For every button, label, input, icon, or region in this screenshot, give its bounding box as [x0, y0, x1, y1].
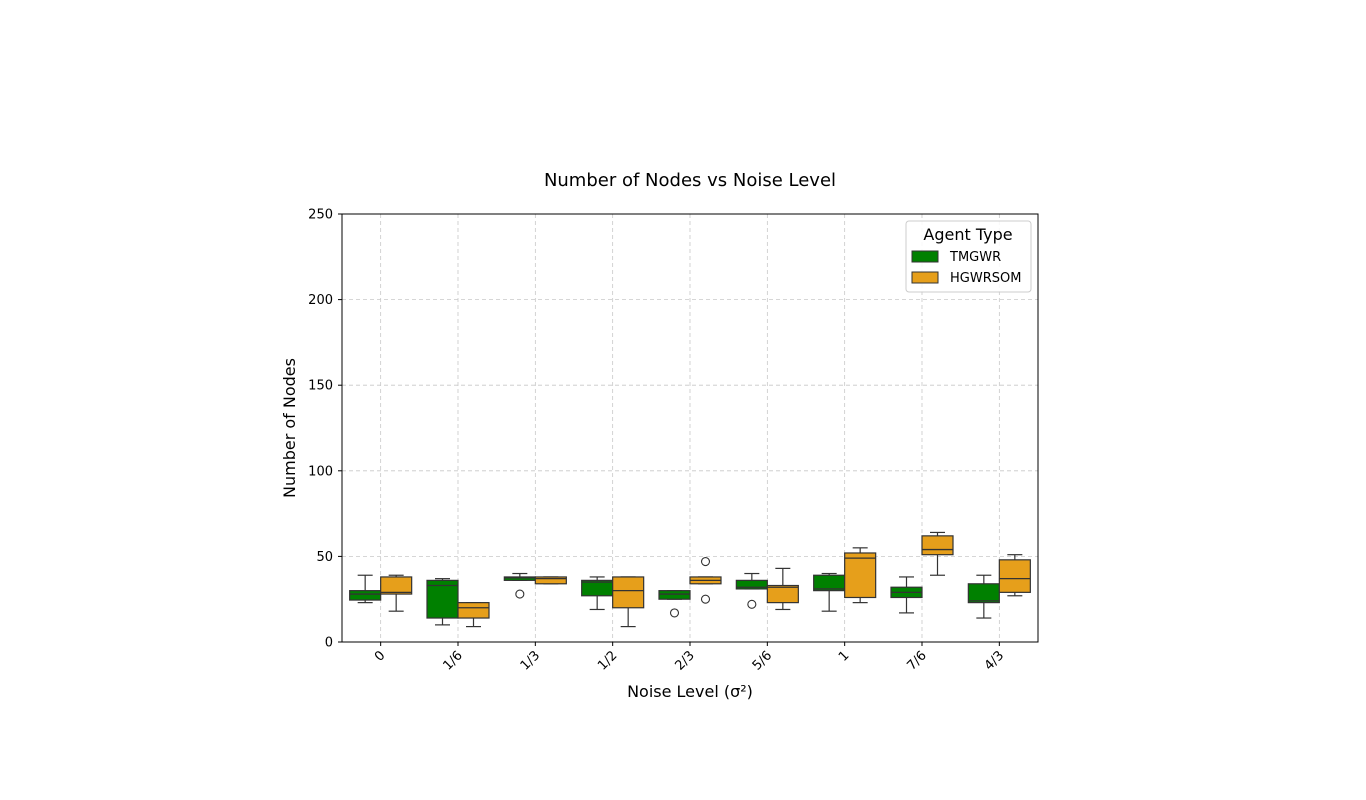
- legend-swatch-hgwrsom: [911, 271, 939, 284]
- box-tmgwr-1: [426, 578, 459, 626]
- box-tmgwr-8: [967, 574, 1000, 619]
- y-tick-label: 100: [308, 464, 333, 479]
- box-iqr: [380, 576, 413, 595]
- box-hgwrsom-3: [612, 576, 645, 628]
- legend-label-tmgwr: TMGWR: [949, 250, 1001, 265]
- x-tick-label: 1/2: [595, 648, 620, 673]
- y-tick-label: 50: [316, 550, 333, 565]
- y-tick-label: 200: [308, 293, 333, 308]
- x-axis-ticks: 0 1/6 1/3 1/2 2/3 5/6 1 7/6 4/3: [372, 642, 1007, 674]
- legend-label-hgwrsom: HGWRSOM: [950, 271, 1021, 286]
- box-hgwrsom-1: [457, 602, 490, 628]
- box-hgwrsom-4: [689, 556, 722, 604]
- box-iqr: [457, 602, 490, 619]
- box-tmgwr-6: [813, 572, 846, 612]
- box-tmgwr-2: [503, 572, 536, 599]
- box-iqr: [998, 559, 1031, 593]
- box-hgwrsom-2: [534, 576, 567, 585]
- x-tick-label: 7/6: [904, 648, 929, 673]
- x-tick-label: 5/6: [750, 648, 775, 673]
- outlier-point: [700, 556, 711, 567]
- outlier-point: [747, 599, 757, 609]
- x-tick-label: 1/6: [440, 648, 465, 673]
- box-iqr: [658, 590, 691, 600]
- box-tmgwr-3: [581, 576, 614, 611]
- legend-swatch-tmgwr: [911, 250, 939, 263]
- x-tick-label: 1: [836, 648, 852, 664]
- x-tick-label: 1/3: [518, 648, 543, 673]
- x-tick-label: 0: [372, 648, 388, 664]
- outlier-point: [700, 594, 711, 604]
- box-tmgwr-7: [890, 576, 923, 614]
- legend: Agent Type TMGWR HGWRSOM: [905, 220, 1032, 293]
- box-plots: [349, 531, 1031, 628]
- box-iqr: [612, 576, 645, 609]
- box-iqr: [844, 552, 877, 599]
- y-tick-label: 250: [308, 208, 333, 223]
- y-tick-label: 0: [325, 636, 333, 651]
- box-iqr: [735, 579, 768, 590]
- x-axis-label: Noise Level (σ²): [627, 682, 753, 701]
- outlier-point: [669, 608, 680, 618]
- legend-title: Agent Type: [923, 225, 1012, 244]
- y-axis-ticks: 0 50 100 150 200 250: [308, 208, 342, 651]
- box-iqr: [967, 583, 1000, 604]
- box-tmgwr-4: [658, 590, 691, 618]
- box-hgwrsom-5: [766, 567, 799, 611]
- box-iqr: [426, 579, 459, 619]
- box-iqr: [349, 590, 382, 601]
- box-hgwrsom-7: [921, 531, 954, 576]
- box-iqr: [766, 584, 799, 604]
- box-tmgwr-5: [735, 572, 768, 609]
- box-hgwrsom-6: [844, 547, 877, 604]
- box-iqr: [534, 576, 567, 585]
- y-tick-label: 150: [308, 379, 333, 394]
- box-tmgwr-0: [349, 574, 382, 604]
- y-axis-label: Number of Nodes: [280, 358, 299, 498]
- box-hgwrsom-0: [380, 574, 413, 612]
- x-tick-label: 2/3: [672, 648, 697, 673]
- box-hgwrsom-8: [998, 554, 1031, 597]
- box-iqr: [921, 535, 954, 556]
- outlier-point: [515, 589, 525, 599]
- x-tick-label: 4/3: [982, 648, 1007, 673]
- chart-title: Number of Nodes vs Noise Level: [544, 170, 836, 191]
